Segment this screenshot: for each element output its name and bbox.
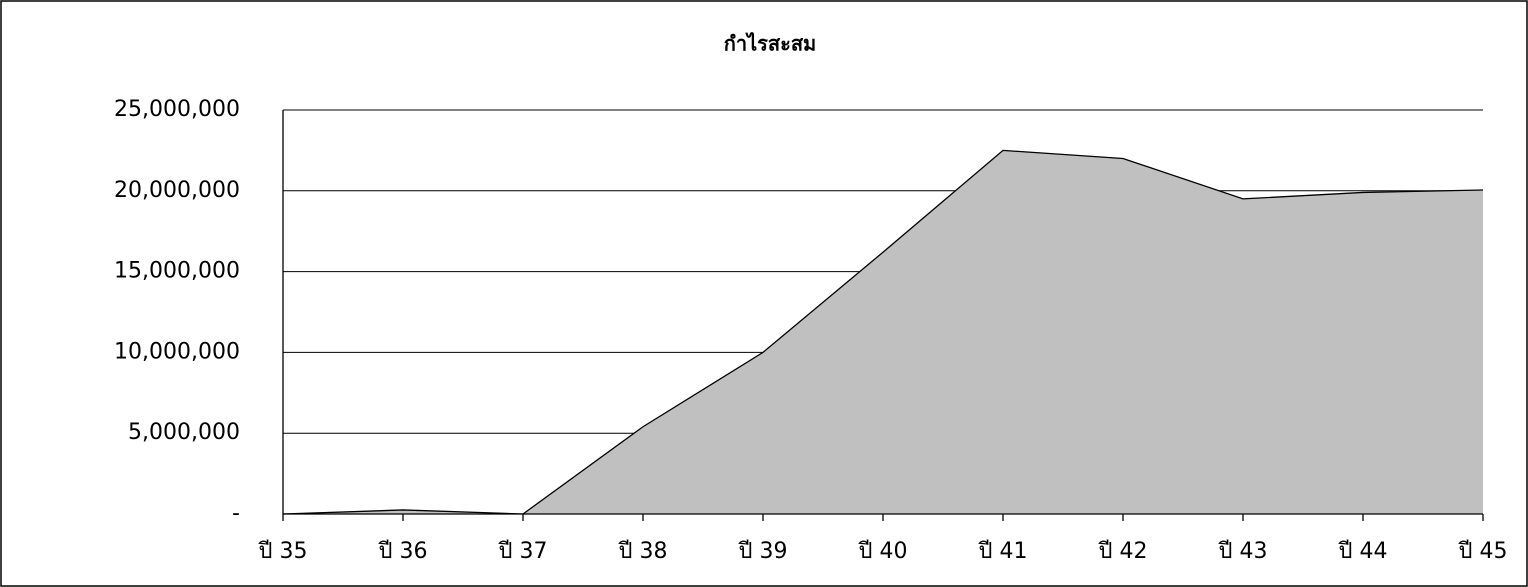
x-tick-label: ปี 35 (257, 539, 307, 564)
y-tick-label: 20,000,000 (114, 178, 240, 203)
chart-title: กำไรสะสม (724, 32, 816, 56)
y-tick-label: 10,000,000 (114, 339, 240, 364)
x-tick-label: ปี 44 (1337, 539, 1387, 564)
x-tick-label: ปี 41 (977, 539, 1027, 564)
y-tick-label: 25,000,000 (114, 97, 240, 122)
y-tick-label: 5,000,000 (128, 420, 240, 445)
x-tick-label: ปี 40 (857, 539, 907, 564)
area (283, 150, 1483, 514)
y-tick-label: - (232, 501, 240, 526)
x-tick-label: ปี 36 (377, 539, 427, 564)
x-tick-label: ปี 45 (1457, 539, 1507, 564)
x-tick-label: ปี 43 (1217, 539, 1267, 564)
x-tick-label: ปี 42 (1097, 539, 1147, 564)
x-tick-label: ปี 38 (617, 539, 667, 564)
x-tick-label: ปี 39 (737, 539, 787, 564)
area-outline (282, 149, 1484, 515)
x-tick-label: ปี 37 (497, 539, 547, 564)
y-tick-label: 15,000,000 (114, 259, 240, 284)
